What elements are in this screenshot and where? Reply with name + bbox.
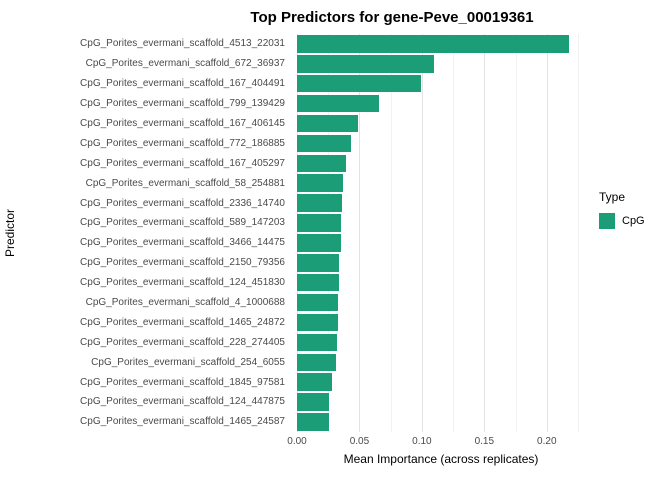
y-axis-label: CpG_Porites_evermani_scaffold_4_1000688 [85, 297, 285, 309]
y-axis-label: CpG_Porites_evermani_scaffold_3466_14475 [80, 237, 285, 249]
bar [297, 114, 359, 133]
bar [297, 293, 339, 312]
gridline-minor [453, 34, 455, 432]
bar [297, 333, 337, 352]
gridline-major [484, 34, 486, 432]
gridline-minor [578, 34, 579, 432]
bar [297, 154, 346, 173]
y-axis-label: CpG_Porites_evermani_scaffold_167_406145 [80, 118, 285, 129]
bar [297, 194, 342, 212]
y-axis-label: CpG_Porites_evermani_scaffold_254_6055 [91, 356, 285, 368]
y-axis-label: CpG_Porites_evermani_scaffold_1845_97581 [80, 376, 285, 388]
gridline-minor [515, 34, 517, 432]
chart-title: Top Predictors for gene-Peve_00019361 [250, 9, 534, 26]
bar [297, 413, 330, 431]
bar [297, 373, 332, 391]
y-axis-label: CpG_Porites_evermani_scaffold_672_36937 [85, 58, 285, 70]
bar [297, 35, 570, 53]
bar [297, 273, 340, 292]
x-tick-label: 0.00 [287, 436, 307, 447]
y-axis-label: CpG_Porites_evermani_scaffold_772_186885 [80, 137, 285, 149]
legend: Type CpG [599, 190, 645, 229]
bar [297, 313, 338, 332]
y-axis-label: CpG_Porites_evermani_scaffold_1465_24587 [80, 416, 285, 428]
bar [297, 214, 342, 232]
y-axis-label: CpG_Porites_evermani_scaffold_167_404491 [80, 78, 285, 90]
bar [297, 174, 344, 192]
y-axis-label: CpG_Porites_evermani_scaffold_1465_24872 [80, 316, 285, 328]
bar [297, 55, 435, 73]
gridline-major [297, 34, 298, 432]
gridline-major [359, 34, 361, 432]
y-axis-labels: CpG_Porites_evermani_scaffold_4513_22031… [0, 34, 291, 432]
x-tick-label: 0.15 [474, 436, 495, 447]
x-tick-label: 0.10 [412, 436, 432, 447]
gridline-minor [390, 34, 392, 432]
x-axis-title: Mean Importance (across replicates) [343, 452, 539, 466]
y-axis-label: CpG_Porites_evermani_scaffold_124_451830 [80, 277, 285, 289]
legend-item-cpg: CpG [599, 213, 645, 229]
x-tick-label: 0.05 [349, 436, 370, 447]
y-axis-label: CpG_Porites_evermani_scaffold_2336_14740 [80, 197, 285, 209]
legend-swatch-icon [599, 213, 615, 229]
y-axis-label: CpG_Porites_evermani_scaffold_58_254881 [85, 177, 285, 189]
legend-title: Type [599, 190, 626, 204]
gridline-major [546, 34, 548, 432]
y-axis-label: CpG_Porites_evermani_scaffold_228_274405 [80, 336, 285, 348]
y-axis-label: CpG_Porites_evermani_scaffold_4513_22031 [80, 38, 285, 50]
bar [297, 393, 330, 411]
legend-label: CpG [622, 215, 645, 227]
y-axis-label: CpG_Porites_evermani_scaffold_124_447875 [80, 396, 285, 408]
gridline-major [421, 34, 423, 432]
y-axis-label: CpG_Porites_evermani_scaffold_799_139429 [80, 98, 285, 110]
y-axis-label: CpG_Porites_evermani_scaffold_589_147203 [80, 217, 285, 229]
bar [297, 74, 421, 93]
bar [297, 254, 340, 272]
bar [297, 94, 380, 113]
plot-panel [297, 34, 585, 432]
x-axis-ticks: 0.00 0.05 0.10 0.15 0.20 [287, 436, 585, 450]
gridline-minor [328, 34, 330, 432]
bar [297, 234, 341, 252]
bar [297, 353, 336, 372]
x-tick-label: 0.20 [537, 436, 557, 447]
y-axis-label: CpG_Porites_evermani_scaffold_167_405297 [80, 157, 285, 169]
y-axis-label: CpG_Porites_evermani_scaffold_2150_79356 [80, 257, 285, 269]
bar [297, 134, 351, 153]
